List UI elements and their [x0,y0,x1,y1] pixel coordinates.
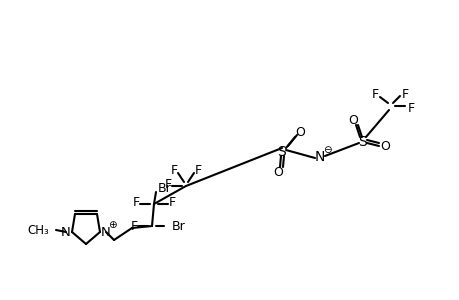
Text: O: O [347,113,357,127]
Text: CH₃: CH₃ [27,224,49,236]
Text: ⊖: ⊖ [322,145,330,155]
Text: Br: Br [172,220,185,233]
Text: S: S [358,135,367,149]
Text: F: F [370,88,378,100]
Text: F: F [164,178,171,191]
Text: F: F [132,196,139,209]
Text: ⊕: ⊕ [107,220,116,230]
Text: N: N [314,150,325,164]
Text: O: O [379,140,389,152]
Text: F: F [407,101,414,115]
Text: O: O [294,125,304,139]
Text: F: F [401,88,408,100]
Text: N: N [61,226,71,239]
Text: F: F [168,196,175,209]
Text: F: F [170,164,177,176]
Text: O: O [273,166,282,178]
Text: F: F [194,164,201,176]
Text: N: N [101,226,111,239]
Text: Br: Br [157,182,171,194]
Text: F: F [130,220,137,233]
Text: S: S [277,145,286,159]
